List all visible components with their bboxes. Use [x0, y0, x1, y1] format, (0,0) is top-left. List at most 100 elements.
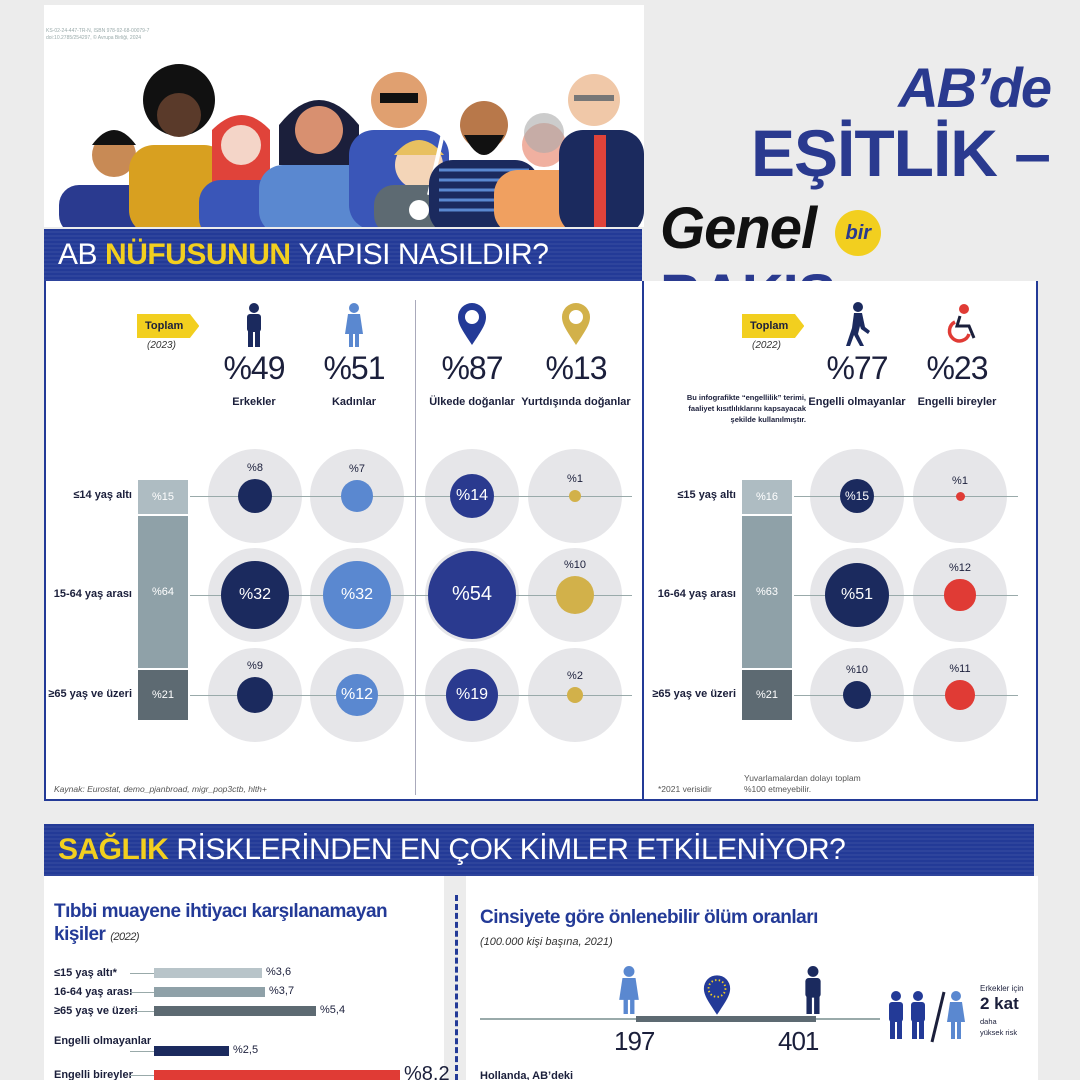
age-row-label: ≤15 yaş altı — [677, 489, 736, 501]
bar — [154, 987, 265, 997]
value-bubble — [955, 491, 965, 501]
source-note: Kaynak: Eurostat, demo_pjanbroad, migr_p… — [54, 784, 267, 794]
dashed-divider — [455, 895, 458, 1080]
value-bubble: %14 — [449, 473, 495, 519]
section-heading-bold: NÜFUSUNUN — [105, 238, 291, 271]
bar-leader — [130, 1075, 154, 1076]
age-total-value: %63 — [755, 586, 779, 598]
section-heading-prefix: AB — [58, 238, 98, 271]
age-total-bar: %16 — [742, 480, 792, 514]
bubble-value: %51 — [840, 585, 873, 603]
unmet-needs-title: Tıbbi muayene ihtiyacı karşılanamayan ki… — [54, 900, 414, 949]
location-pin-icon — [458, 303, 486, 345]
bar-value: %3,7 — [269, 985, 295, 997]
bubble-value: %9 — [247, 660, 263, 672]
age-total-value: %21 — [755, 689, 779, 701]
foreign-born-percent: %13 — [545, 350, 607, 386]
value-bubble: %54 — [427, 550, 517, 640]
risk-multiplier: 2 kat — [980, 994, 1019, 1013]
bubble-value: %19 — [455, 685, 488, 703]
location-pin-icon — [562, 303, 590, 345]
bubble-value: %54 — [451, 583, 492, 606]
column-divider — [415, 300, 416, 795]
total-badge: Toplam — [137, 314, 200, 338]
bar-leader — [130, 1011, 154, 1012]
row-line — [190, 595, 632, 596]
eu-location-pin-icon — [703, 975, 731, 1015]
men-label: Erkekler — [232, 396, 276, 408]
value-bubble: %12 — [336, 674, 378, 716]
value-bubble — [842, 680, 872, 710]
value-bubble — [945, 680, 975, 710]
non-disabled-percent: %77 — [826, 350, 888, 386]
title-line-2: EŞİTLİK – — [750, 116, 1051, 190]
footnote-rounding: Yuvarlamalardan dolayı toplam %100 etmey… — [744, 773, 861, 794]
section-heading-health: SAĞLIK RİSKLERİNDEN EN ÇOK KİMLER ETKİLE… — [44, 824, 1034, 876]
bar-leader — [130, 1051, 154, 1052]
woman-icon — [345, 303, 363, 347]
age-total-bar: %21 — [138, 670, 188, 720]
age-total-bar: %15 — [138, 480, 188, 514]
row-line — [190, 695, 632, 696]
row-line — [190, 496, 632, 497]
section-heading-bold: SAĞLIK — [58, 833, 169, 866]
wheelchair-icon — [947, 304, 976, 343]
age-total-bar: %63 — [742, 516, 792, 668]
age-total-value: %16 — [755, 491, 779, 503]
mortality-subtitle: (100.000 kişi başına, 2021) — [480, 936, 613, 948]
native-born-percent: %87 — [441, 350, 503, 386]
bubble-value: %12 — [340, 685, 373, 703]
bar-label: Engelli olmayanlar — [54, 1035, 152, 1047]
page-title: AB’de EŞİTLİK – Genel bir BAKIŞ — [660, 55, 1060, 328]
row-line — [794, 496, 1018, 497]
value-bubble: %32 — [323, 561, 391, 629]
bubble-value: %7 — [349, 463, 365, 476]
bubble-value: %10 — [563, 559, 587, 572]
age-total-value: %64 — [151, 586, 175, 598]
value-bubble: %19 — [445, 668, 499, 722]
next-section-label: Hollanda, AB’deki — [480, 1070, 574, 1080]
section-heading-population: AB NÜFUSUNUN YAPISI NASILDIR? — [44, 229, 642, 281]
age-row-label: ≤14 yaş altı — [73, 489, 132, 501]
title-bir-badge: bir — [835, 209, 882, 256]
publication-meta: KS-02-24-447-TR-N, ISBN 978-92-68-00079-… — [46, 28, 150, 41]
total-year: (2023) — [147, 340, 176, 351]
age-row-label: 15-64 yaş arası — [53, 588, 132, 600]
value-bubble — [238, 479, 272, 513]
value-bubble — [569, 490, 581, 502]
value-bubble — [556, 576, 594, 614]
value-bubble — [237, 677, 273, 713]
bar-label: 16-64 yaş arası — [54, 986, 133, 998]
bubble-value: %32 — [340, 585, 373, 603]
value-bubble — [341, 480, 373, 512]
title-genel: Genel — [660, 196, 817, 261]
footnote-2021: *2021 verisidir — [658, 784, 712, 794]
bubble-value: %32 — [238, 585, 271, 603]
bar — [154, 1070, 400, 1080]
mortality-title: Cinsiyete göre önlenebilir ölüm oranları — [480, 907, 818, 928]
bar-value: %8,2 — [404, 1063, 450, 1080]
age-row-label: 16-64 yaş arası — [657, 588, 736, 600]
women-percent: %51 — [323, 350, 385, 386]
bar-value: %2,5 — [233, 1044, 259, 1056]
disability-definition-note: Bu infografikte “engellilik” terimi, faa… — [686, 393, 806, 424]
bar-label: Engelli bireyler — [54, 1069, 133, 1080]
risk-note-rest: daha yüksek risk — [980, 1017, 1018, 1037]
mortality-range — [636, 1016, 816, 1022]
bar — [154, 1046, 229, 1056]
value-bubble: %51 — [824, 562, 890, 628]
value-bubble: %32 — [221, 561, 289, 629]
bubble-value: %14 — [455, 486, 488, 504]
non-disabled-label: Engelli olmayanlar — [808, 396, 906, 408]
bubble-value: %15 — [844, 488, 869, 503]
bar-value: %5,4 — [320, 1004, 346, 1016]
foreign-born-label: Yurtdışında doğanlar — [521, 396, 631, 408]
bar-leader — [130, 973, 154, 974]
bar-label: ≤15 yaş altı* — [54, 967, 117, 979]
section-heading-rest: YAPISI NASILDIR? — [298, 238, 549, 271]
unmet-needs-year: (2022) — [110, 931, 140, 943]
walking-person-icon — [846, 302, 870, 346]
disabled-label: Engelli bireyler — [917, 396, 997, 408]
age-total-bar: %64 — [138, 516, 188, 668]
unmet-needs-title-text: Tıbbi muayene ihtiyacı karşılanamayan ki… — [54, 901, 388, 945]
